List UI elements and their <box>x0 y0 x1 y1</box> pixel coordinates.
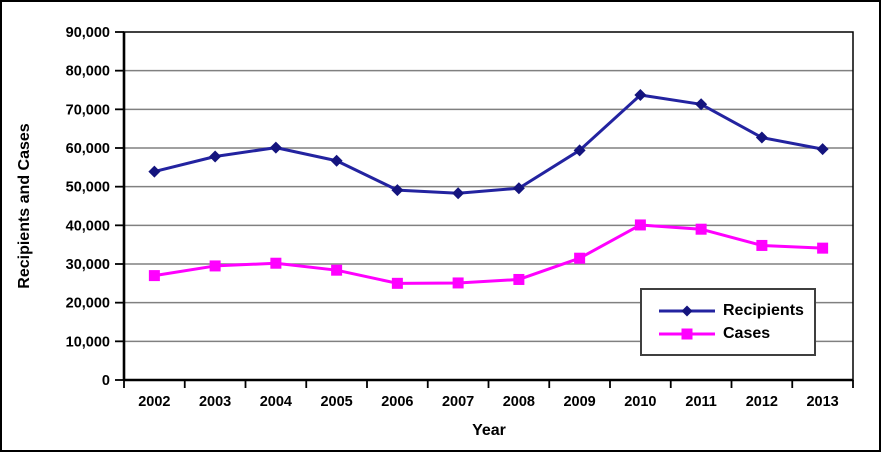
legend: Recipients Cases <box>640 288 816 356</box>
y-tick-label: 90,000 <box>66 25 110 41</box>
x-axis-title: Year <box>472 422 506 439</box>
data-point-cases-2007 <box>452 277 464 289</box>
data-point-recipients-2002 <box>148 165 161 178</box>
data-point-recipients-2004 <box>269 141 282 154</box>
data-point-cases-2004 <box>270 257 282 269</box>
y-tick-label: 50,000 <box>66 180 110 196</box>
data-point-cases-2012 <box>756 239 768 251</box>
data-point-recipients-2013 <box>816 143 829 156</box>
y-axis-title: Recipients and Cases <box>16 123 33 289</box>
data-point-cases-2009 <box>574 252 586 264</box>
y-tick-label: 0 <box>102 373 110 389</box>
x-tick-label: 2006 <box>381 394 413 410</box>
x-tick-label: 2012 <box>746 394 778 410</box>
data-point-recipients-2005 <box>330 154 343 167</box>
y-tick-label: 40,000 <box>66 218 110 234</box>
data-point-cases-2005 <box>331 264 343 276</box>
data-point-recipients-2007 <box>452 187 465 200</box>
square-marker-icon <box>659 328 715 339</box>
data-point-recipients-2008 <box>512 182 525 195</box>
legend-item-recipients: Recipients <box>658 301 814 319</box>
data-point-recipients-2006 <box>391 184 404 197</box>
data-point-cases-2010 <box>634 219 646 231</box>
data-point-cases-2003 <box>209 260 221 272</box>
data-point-recipients-2012 <box>755 131 768 144</box>
data-point-recipients-2011 <box>695 98 708 111</box>
legend-label-cases: Cases <box>723 324 771 342</box>
data-point-cases-2011 <box>695 223 707 235</box>
x-tick-label: 2008 <box>503 394 535 410</box>
y-tick-label: 10,000 <box>66 334 110 350</box>
x-tick-label: 2003 <box>199 394 231 410</box>
series-line-recipients <box>154 93 823 195</box>
x-tick-label: 2005 <box>320 394 352 410</box>
legend-label-recipients: Recipients <box>723 301 804 319</box>
diamond-marker-icon <box>659 305 715 316</box>
data-point-cases-2013 <box>817 242 829 254</box>
data-point-recipients-2009 <box>573 144 586 157</box>
x-tick-label: 2009 <box>563 394 595 410</box>
data-point-recipients-2003 <box>209 150 222 163</box>
y-tick-label: 20,000 <box>66 296 110 312</box>
x-tick-label: 2004 <box>260 394 292 410</box>
data-point-cases-2006 <box>391 277 403 289</box>
data-point-cases-2008 <box>513 273 525 285</box>
legend-item-cases: Cases <box>658 324 814 342</box>
data-point-recipients-2010 <box>634 89 647 102</box>
y-tick-label: 80,000 <box>66 64 110 80</box>
series-line-cases <box>154 223 823 285</box>
y-tick-label: 60,000 <box>66 141 110 157</box>
y-tick-label: 30,000 <box>66 257 110 273</box>
y-tick-label: 70,000 <box>66 102 110 118</box>
x-tick-label: 2013 <box>806 394 838 410</box>
x-tick-label: 2002 <box>138 394 170 410</box>
data-point-cases-2002 <box>148 270 160 282</box>
x-tick-label: 2011 <box>685 394 716 410</box>
x-tick-label: 2007 <box>442 394 474 410</box>
x-tick-label: 2010 <box>624 394 656 410</box>
